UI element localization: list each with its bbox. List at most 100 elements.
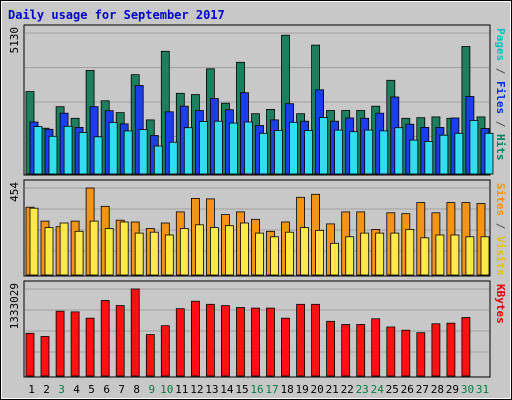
pages-bar-day-22 bbox=[349, 131, 359, 175]
pages-bar-day-31 bbox=[484, 132, 494, 175]
sites-bar-day-17 bbox=[270, 236, 279, 276]
pages-bar-day-11 bbox=[183, 127, 193, 175]
kbytes-bar-day-25 bbox=[386, 326, 396, 377]
pages-bar-day-6 bbox=[108, 122, 118, 175]
day-label-25: 25 bbox=[386, 383, 399, 396]
sites-bar-day-18 bbox=[285, 231, 294, 276]
pages-bar-day-16 bbox=[259, 132, 268, 175]
kbytes-bar-day-19 bbox=[296, 303, 306, 377]
day-label-8: 8 bbox=[133, 383, 140, 396]
sites-bar-day-30 bbox=[465, 236, 475, 276]
pages-bar-day-13 bbox=[213, 120, 223, 175]
kbytes-bar-day-11 bbox=[175, 308, 185, 377]
sites-bar-day-28 bbox=[435, 234, 445, 276]
panel-visits-legend: Sites / Visits bbox=[494, 183, 507, 276]
kbytes-bar-day-9 bbox=[145, 334, 155, 377]
sites-bar-day-16 bbox=[255, 232, 264, 276]
sites-bar-day-1 bbox=[29, 207, 39, 276]
kbytes-bar-day-18 bbox=[281, 317, 290, 377]
series-kbytes bbox=[25, 288, 471, 377]
kbytes-bar-day-12 bbox=[190, 300, 200, 377]
kbytes-bar-day-8 bbox=[130, 288, 140, 377]
legend-entry: / bbox=[494, 216, 507, 236]
sites-bar-day-9 bbox=[149, 231, 159, 276]
day-label-9: 9 bbox=[148, 383, 155, 396]
kbytes-bar-day-4 bbox=[70, 311, 80, 377]
kbytes-bar-day-29 bbox=[446, 322, 456, 377]
pages-bar-day-10 bbox=[168, 141, 178, 175]
day-label-11: 11 bbox=[175, 383, 188, 396]
kbytes-bar-day-13 bbox=[205, 303, 215, 377]
kbytes-bar-day-14 bbox=[220, 305, 230, 377]
panel-kbytes-max-label: 1333029 bbox=[8, 283, 21, 329]
pages-bar-day-25 bbox=[394, 127, 404, 175]
pages-bar-day-9 bbox=[153, 145, 163, 175]
pages-bar-day-1 bbox=[33, 126, 43, 175]
sites-bar-day-6 bbox=[104, 228, 114, 276]
kbytes-bar-day-16 bbox=[251, 307, 260, 377]
day-label-3: 3 bbox=[58, 383, 65, 396]
pages-bar-day-5 bbox=[93, 136, 103, 175]
day-label-20: 20 bbox=[310, 383, 323, 396]
kbytes-bar-day-22 bbox=[341, 324, 351, 377]
sites-bar-day-3 bbox=[59, 222, 69, 276]
day-label-1: 1 bbox=[28, 383, 35, 396]
day-label-26: 26 bbox=[401, 383, 414, 396]
kbytes-bar-day-21 bbox=[326, 320, 336, 377]
panel-kbytes: 1333029 KBytes bbox=[8, 280, 507, 378]
sites-bar-day-8 bbox=[134, 232, 144, 276]
day-label-24: 24 bbox=[371, 383, 385, 396]
day-label-18: 18 bbox=[280, 383, 293, 396]
legend-entry: / bbox=[494, 61, 507, 81]
kbytes-bar-day-26 bbox=[401, 329, 411, 377]
day-label-27: 27 bbox=[416, 383, 429, 396]
sites-bar-day-21 bbox=[330, 242, 340, 276]
kbytes-bar-day-3 bbox=[55, 310, 65, 377]
pages-bar-day-29 bbox=[454, 132, 464, 175]
kbytes-bar-day-30 bbox=[461, 317, 471, 377]
panel-visits: 454 Sites / Visits bbox=[8, 179, 507, 277]
kbytes-bar-day-24 bbox=[371, 318, 381, 377]
sites-bar-day-27 bbox=[420, 237, 430, 276]
pages-bar-day-21 bbox=[334, 129, 344, 175]
day-label-14: 14 bbox=[220, 383, 234, 396]
day-label-16: 16 bbox=[250, 383, 263, 396]
pages-bar-day-2 bbox=[48, 135, 58, 175]
kbytes-bar-day-17 bbox=[266, 307, 275, 377]
day-label-22: 22 bbox=[341, 383, 354, 396]
day-label-31: 31 bbox=[476, 383, 489, 396]
pages-bar-day-8 bbox=[138, 129, 148, 175]
sites-bar-day-31 bbox=[480, 236, 490, 276]
day-label-28: 28 bbox=[431, 383, 444, 396]
day-label-15: 15 bbox=[235, 383, 248, 396]
kbytes-bar-day-28 bbox=[431, 323, 441, 377]
day-label-30: 30 bbox=[461, 383, 474, 396]
pages-bar-day-23 bbox=[364, 129, 374, 175]
sites-bar-day-29 bbox=[450, 234, 460, 276]
day-label-12: 12 bbox=[190, 383, 203, 396]
day-label-23: 23 bbox=[356, 383, 369, 396]
kbytes-bar-day-6 bbox=[100, 300, 110, 377]
pages-bar-day-7 bbox=[123, 130, 133, 175]
sites-bar-day-7 bbox=[119, 221, 129, 276]
day-label-19: 19 bbox=[295, 383, 308, 396]
day-label-7: 7 bbox=[118, 383, 125, 396]
pages-bar-day-15 bbox=[244, 121, 253, 175]
kbytes-bar-day-15 bbox=[236, 307, 245, 377]
sites-bar-day-25 bbox=[390, 232, 400, 276]
sites-bar-day-19 bbox=[300, 227, 310, 276]
pages-bar-day-26 bbox=[409, 139, 419, 175]
pages-bar-day-4 bbox=[78, 132, 88, 175]
pages-bar-day-24 bbox=[379, 130, 389, 175]
series-sites bbox=[29, 207, 490, 276]
legend-entry: Files bbox=[494, 81, 507, 114]
sites-bar-day-14 bbox=[224, 225, 234, 276]
sites-bar-day-5 bbox=[89, 220, 99, 276]
day-label-21: 21 bbox=[326, 383, 339, 396]
pages-bar-day-18 bbox=[289, 121, 298, 175]
pages-bar-day-14 bbox=[228, 122, 238, 175]
pages-bar-day-30 bbox=[469, 120, 479, 175]
kbytes-bar-day-2 bbox=[40, 336, 50, 377]
day-label-5: 5 bbox=[88, 383, 95, 396]
